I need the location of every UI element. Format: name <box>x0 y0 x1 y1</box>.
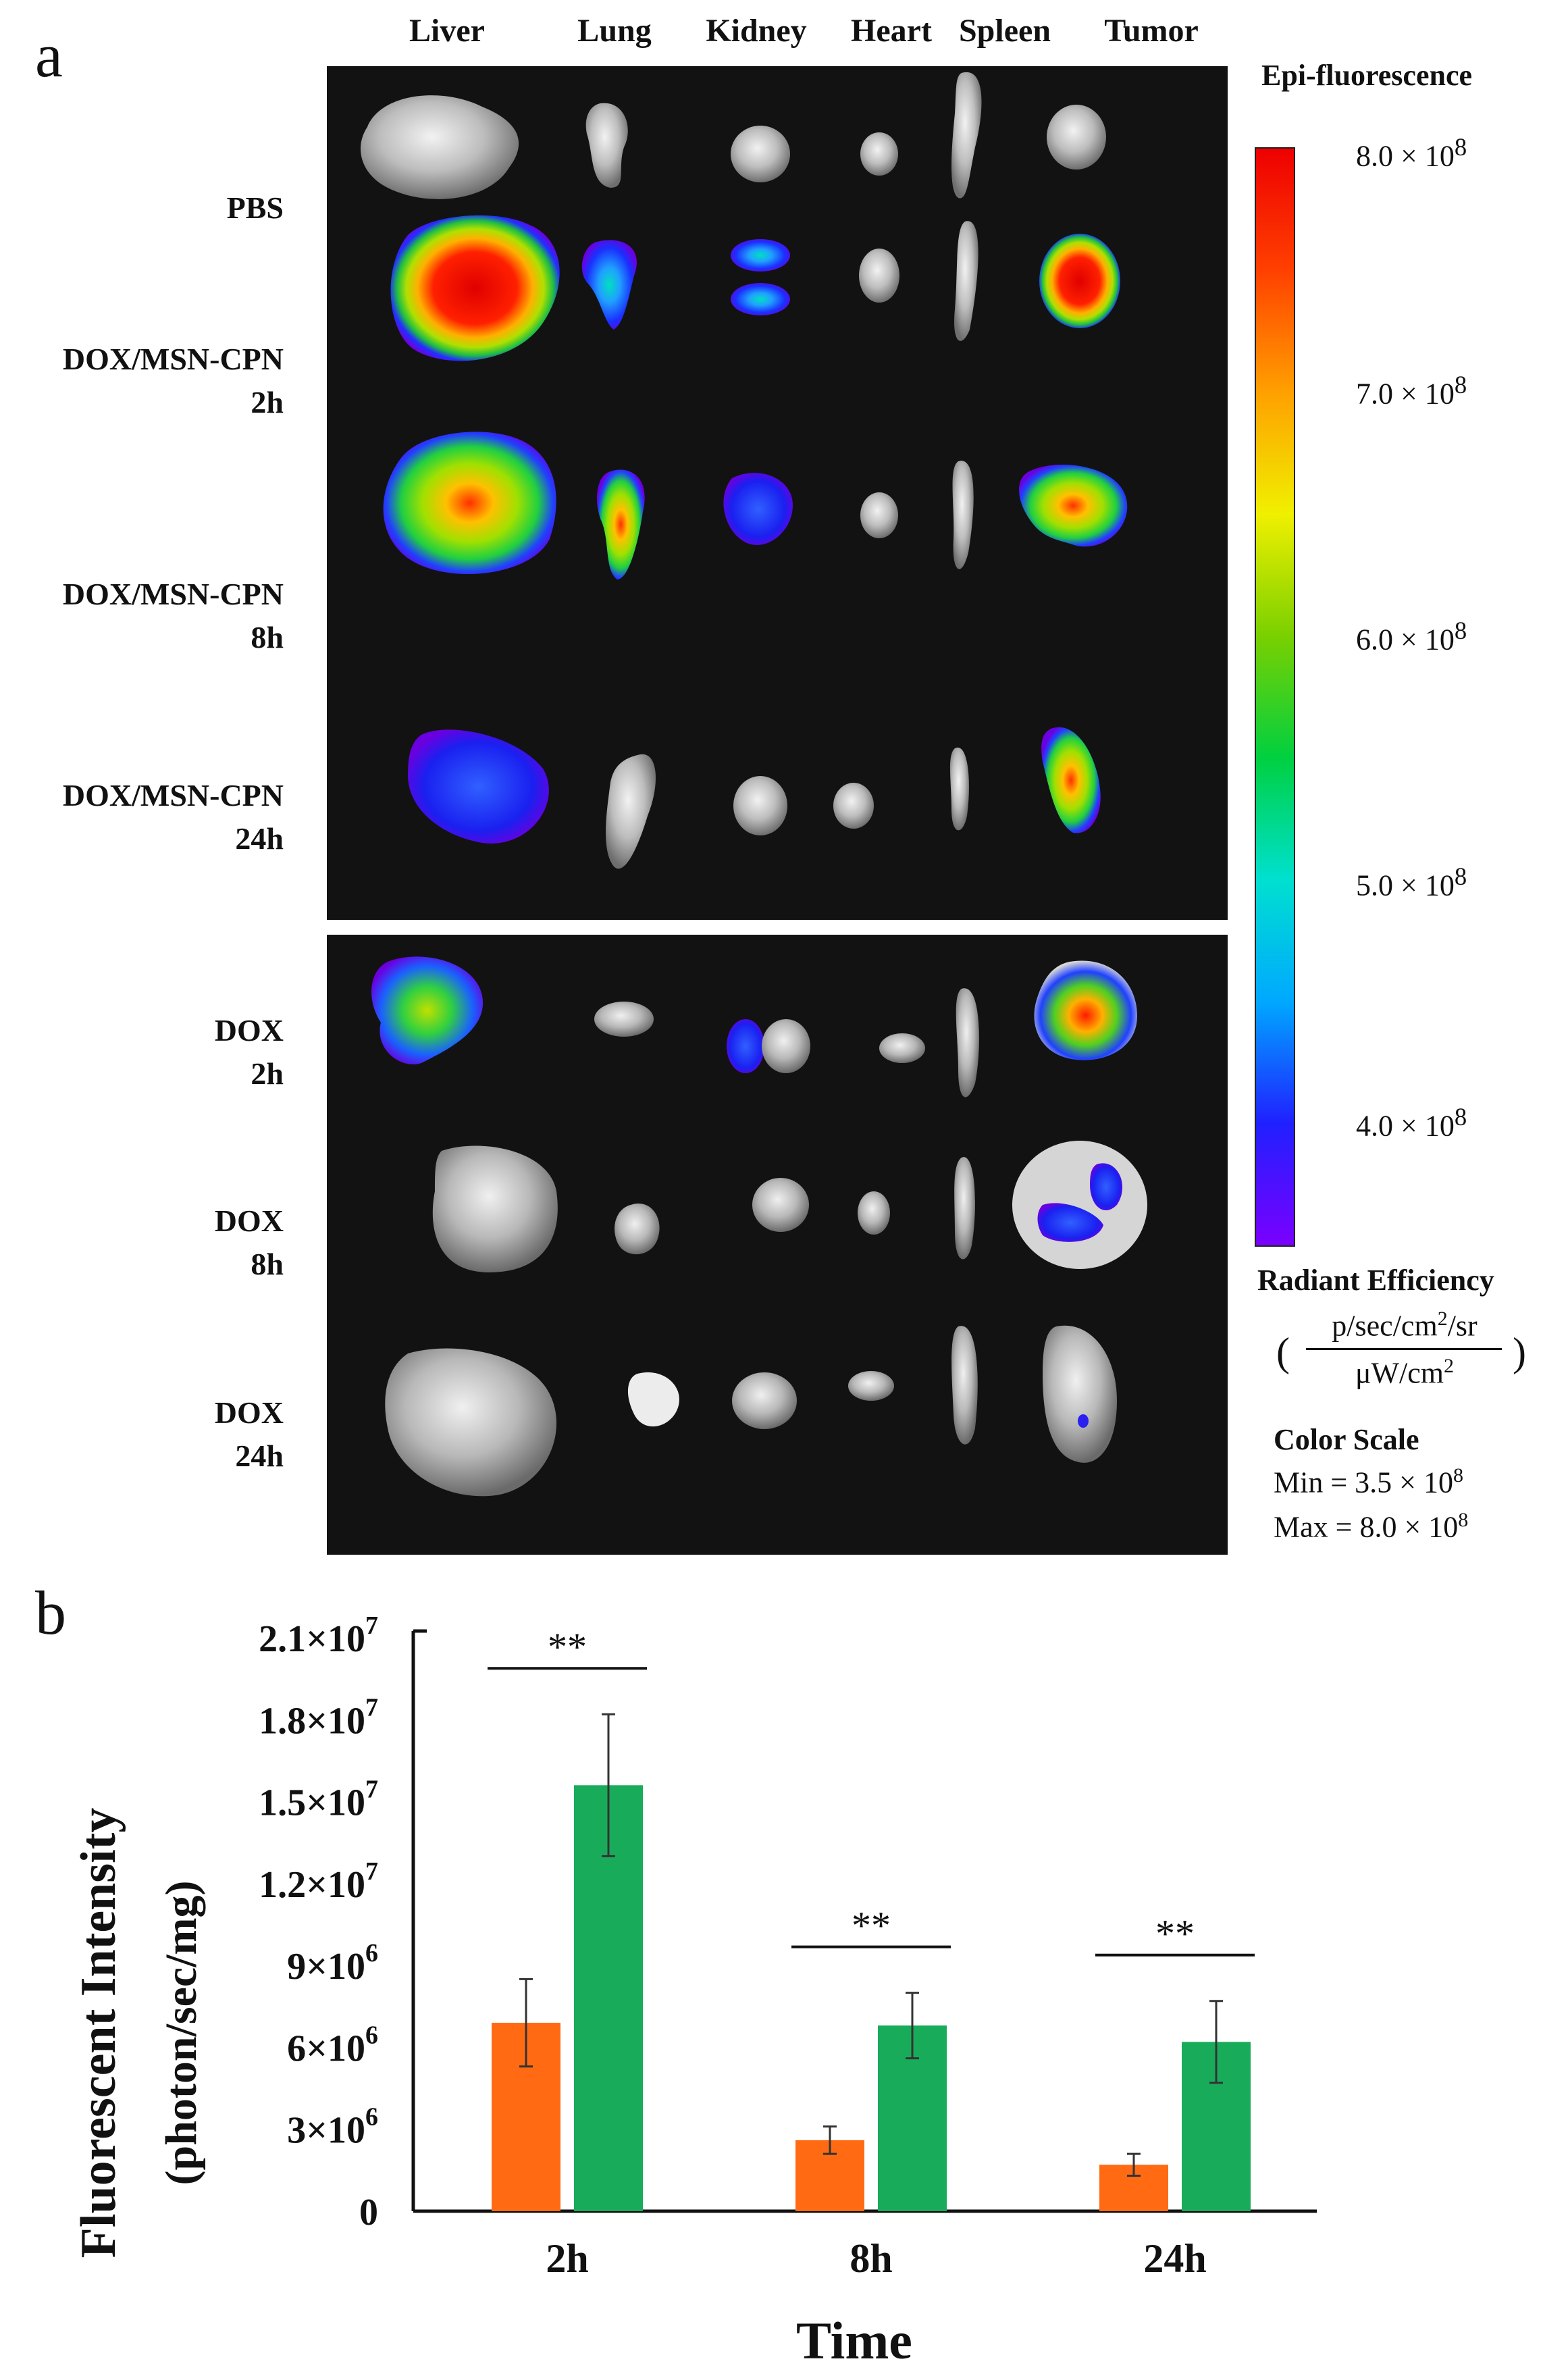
radiant-efficiency-unit: ( p/sec/cm2/sr μW/cm2 ) <box>1276 1303 1540 1405</box>
row-label-dox-24h: DOX 24h <box>214 1395 284 1473</box>
significance-label-8h: ** <box>852 1904 891 1948</box>
y-tick-label: 3×106 <box>287 2103 378 2152</box>
organ-label-spleen: Spleen <box>958 13 1051 49</box>
plot-area: 0 3×106 6×106 9×106 1.2×107 1.5×107 1.8×107 2.1… <box>259 1611 1317 2281</box>
color-scale-max: Max = 8.0 × 108 <box>1274 1509 1469 1544</box>
panel-b-letter: b <box>35 1578 66 1647</box>
colorbar-tick-6e8: 6.0 × 108 <box>1356 617 1467 656</box>
y-tick-label: 6×106 <box>287 2021 378 2069</box>
colorbar <box>1255 147 1295 1247</box>
x-tick-label-8h: 8h <box>850 2236 892 2281</box>
organ-label-tumor: Tumor <box>1104 13 1199 49</box>
color-scale-min: Min = 3.5 × 108 <box>1274 1464 1463 1499</box>
y-tick-label: 2.1×107 <box>259 1611 378 1660</box>
unit-paren-close: ) <box>1513 1330 1526 1374</box>
x-tick-label-2h: 2h <box>546 2236 588 2281</box>
colorbar-tick-8e8: 8.0 × 108 <box>1356 133 1467 173</box>
organ-fluorescence-image-bottom <box>371 956 1147 1497</box>
unit-fraction-bar <box>1306 1348 1502 1350</box>
organ-fluorescence-image-top <box>361 72 1128 869</box>
x-axis-label: Time <box>796 2311 912 2370</box>
panel-a-letter: a <box>35 21 63 90</box>
y-tick-label: 9×106 <box>287 1939 378 1988</box>
unit-denominator: μW/cm2 <box>1355 1355 1455 1390</box>
radiant-efficiency-title: Radiant Efficiency <box>1257 1264 1494 1297</box>
unit-paren-open: ( <box>1276 1330 1290 1374</box>
colorbar-title: Epi-fluorescence <box>1261 59 1473 92</box>
colorbar-tick-5e8: 5.0 × 108 <box>1356 862 1467 902</box>
row-label-dox-2h: DOX 2h <box>214 1013 284 1091</box>
imaging-panel-dox-msn-cpn <box>327 66 1228 920</box>
y-tick-label: 1.5×107 <box>259 1776 378 1824</box>
organ-label-kidney: Kidney <box>706 13 807 49</box>
row-label-dox-msn-cpn-8h: DOX/MSN-CPN 8h <box>62 577 284 654</box>
y-tick-label: 1.8×107 <box>259 1693 378 1742</box>
significance-label-24h: ** <box>1155 1912 1195 1956</box>
row-label-dox-msn-cpn-2h: DOX/MSN-CPN 2h <box>62 342 284 419</box>
y-tick-label: 0 <box>359 2192 378 2233</box>
y-axis-label-line1: Fluorescent Intensity <box>71 1808 126 2258</box>
y-axis-label-line2: (photon/sec/mg) <box>157 1881 206 2186</box>
imaging-panel-dox <box>327 935 1228 1555</box>
row-label-pbs: PBS <box>226 190 284 225</box>
bar-chart: Fluorescent Intensity (photon/sec/mg) 0 3… <box>71 1611 1317 2370</box>
colorbar-tick-4e8: 4.0 × 108 <box>1356 1103 1467 1143</box>
organ-label-lung: Lung <box>577 13 652 49</box>
color-scale-label: Color Scale <box>1274 1423 1419 1456</box>
organ-label-heart: Heart <box>851 13 932 49</box>
row-label-dox-msn-cpn-24h: DOX/MSN-CPN 24h <box>62 778 284 856</box>
x-tick-label-24h: 24h <box>1143 2236 1206 2281</box>
significance-label-2h: ** <box>548 1625 587 1669</box>
colorbar-tick-7e8: 7.0 × 108 <box>1356 371 1467 411</box>
y-tick-label: 1.2×107 <box>259 1857 378 1906</box>
organ-label-liver: Liver <box>409 13 485 49</box>
row-label-dox-8h: DOX 8h <box>214 1204 284 1281</box>
unit-numerator: p/sec/cm2/sr <box>1332 1308 1478 1343</box>
